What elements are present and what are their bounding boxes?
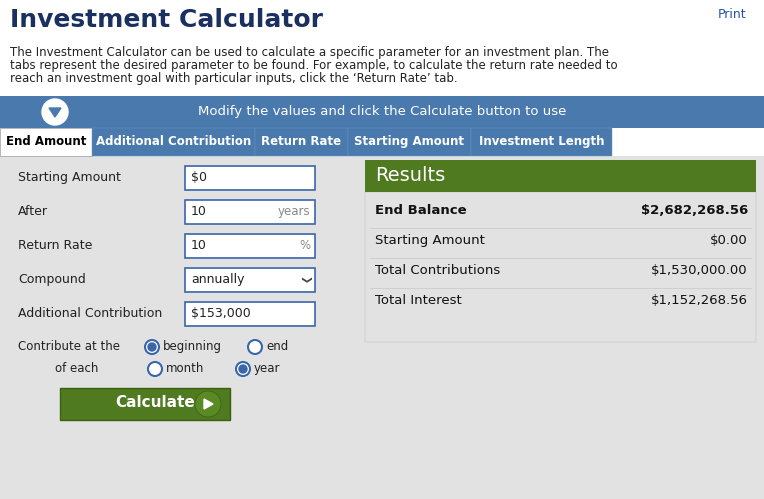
Circle shape bbox=[148, 362, 162, 376]
Polygon shape bbox=[204, 399, 213, 409]
Text: End Amount: End Amount bbox=[6, 135, 86, 148]
Text: End Balance: End Balance bbox=[375, 204, 467, 217]
Text: $1,530,000.00: $1,530,000.00 bbox=[652, 264, 748, 277]
Text: Total Contributions: Total Contributions bbox=[375, 264, 500, 277]
Text: Return Rate: Return Rate bbox=[261, 135, 342, 148]
Bar bbox=[255, 128, 348, 156]
Text: year: year bbox=[254, 362, 280, 375]
Bar bbox=[365, 192, 756, 342]
Text: beginning: beginning bbox=[163, 340, 222, 353]
Bar bbox=[348, 128, 471, 156]
Bar bbox=[365, 160, 756, 192]
Text: years: years bbox=[277, 205, 310, 218]
Text: Results: Results bbox=[375, 166, 445, 185]
Circle shape bbox=[42, 99, 68, 125]
Text: Print: Print bbox=[718, 8, 746, 21]
Text: $2,682,268.56: $2,682,268.56 bbox=[641, 204, 748, 217]
Text: Calculate: Calculate bbox=[115, 395, 195, 410]
Text: Investment Calculator: Investment Calculator bbox=[10, 8, 323, 32]
Circle shape bbox=[248, 340, 262, 354]
Text: $0: $0 bbox=[191, 171, 207, 184]
Text: The Investment Calculator can be used to calculate a specific parameter for an i: The Investment Calculator can be used to… bbox=[10, 46, 609, 59]
Circle shape bbox=[236, 362, 250, 376]
Text: $1,152,268.56: $1,152,268.56 bbox=[651, 294, 748, 307]
Bar bbox=[185, 234, 315, 258]
Text: Starting Amount: Starting Amount bbox=[354, 135, 465, 148]
Text: Additional Contribution: Additional Contribution bbox=[96, 135, 251, 148]
Bar bbox=[0, 96, 764, 128]
Text: Total Interest: Total Interest bbox=[375, 294, 461, 307]
Bar bbox=[0, 156, 764, 499]
Text: end: end bbox=[266, 340, 288, 353]
Text: Modify the values and click the Calculate button to use: Modify the values and click the Calculat… bbox=[198, 105, 566, 118]
Text: After: After bbox=[18, 205, 48, 218]
Bar bbox=[92, 128, 255, 156]
Bar bbox=[185, 268, 315, 292]
Circle shape bbox=[239, 365, 247, 373]
Text: month: month bbox=[166, 362, 205, 375]
Bar bbox=[0, 128, 92, 156]
Text: tabs represent the desired parameter to be found. For example, to calculate the : tabs represent the desired parameter to … bbox=[10, 59, 617, 72]
Text: Additional Contribution: Additional Contribution bbox=[18, 307, 162, 320]
Bar bbox=[185, 200, 315, 224]
Text: %: % bbox=[299, 239, 310, 252]
Text: 10: 10 bbox=[191, 239, 207, 252]
Bar bbox=[471, 128, 612, 156]
Text: Starting Amount: Starting Amount bbox=[375, 234, 485, 247]
Text: Contribute at the: Contribute at the bbox=[18, 340, 120, 353]
Text: 10: 10 bbox=[191, 205, 207, 218]
Circle shape bbox=[145, 340, 159, 354]
Bar bbox=[185, 302, 315, 326]
Text: annually: annually bbox=[191, 273, 244, 286]
Polygon shape bbox=[49, 108, 61, 117]
Circle shape bbox=[195, 391, 221, 417]
Text: of each: of each bbox=[55, 362, 99, 375]
Text: $0.00: $0.00 bbox=[711, 234, 748, 247]
Bar bbox=[60, 388, 230, 420]
Circle shape bbox=[148, 343, 156, 351]
Text: Starting Amount: Starting Amount bbox=[18, 171, 121, 184]
Text: $153,000: $153,000 bbox=[191, 307, 251, 320]
Text: reach an investment goal with particular inputs, click the ‘Return Rate’ tab.: reach an investment goal with particular… bbox=[10, 72, 458, 85]
Text: Compound: Compound bbox=[18, 273, 86, 286]
Text: Investment Length: Investment Length bbox=[479, 135, 604, 148]
Text: ❯: ❯ bbox=[300, 276, 310, 284]
Bar bbox=[185, 166, 315, 190]
Text: Return Rate: Return Rate bbox=[18, 239, 92, 252]
